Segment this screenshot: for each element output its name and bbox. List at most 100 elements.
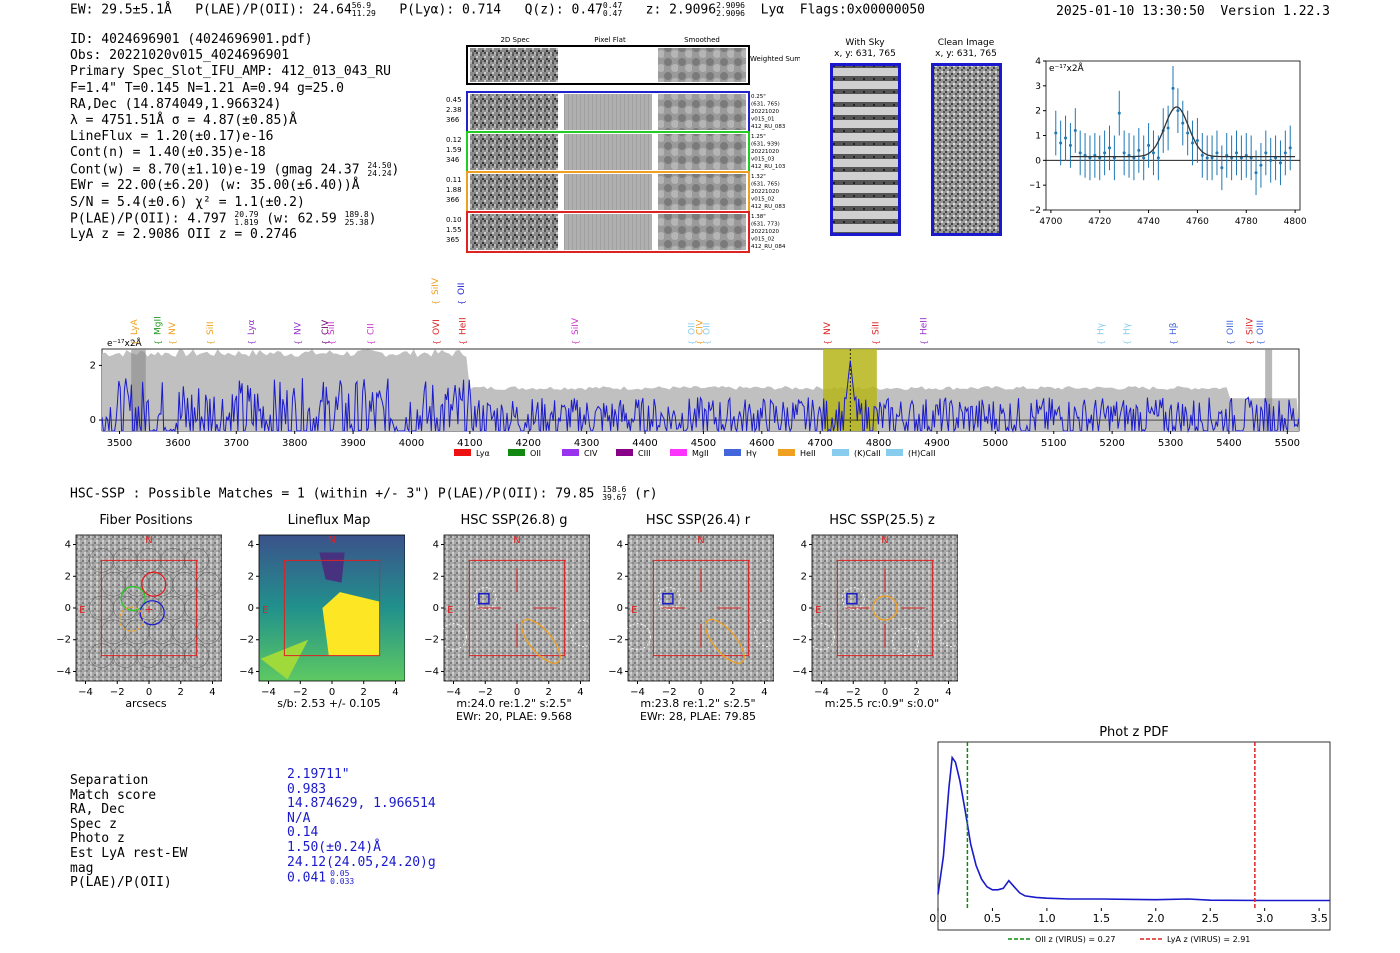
thumb-title: HSC SSP(26.8) g: [460, 513, 568, 528]
thumb-ytick-label: −4: [56, 666, 71, 677]
spectrum-xtick-label: 3500: [107, 438, 132, 449]
thumb-north-label: N: [328, 535, 335, 546]
spectrum-legend-label: (K)CaII: [854, 449, 881, 458]
cutout-col-smooth: Smoothed: [684, 36, 720, 44]
spectrum-line-marker: SiII: [327, 321, 337, 335]
spectrum-xtick-label: 3900: [340, 438, 365, 449]
spectrum-xtick-label: 4200: [516, 438, 541, 449]
thumb-fiber: N E + −4 −2 0 2 4 4 2 0 −2 −4: [56, 534, 222, 698]
header-flags: Flags:0x00000050: [799, 2, 926, 18]
match-plae-hi: 0.05: [330, 869, 350, 879]
spectrum-legend-label: MgII: [692, 449, 709, 458]
zoom-xtick-label: 4720: [1088, 217, 1111, 227]
spectrum-line-marker-brace: {: [294, 340, 303, 345]
header-plae-label: P(LAE)/P(OII):: [195, 2, 305, 18]
info-primary: Primary Spec_Slot_IFU_AMP: 412_013_043_R…: [70, 64, 391, 80]
thumb-north-label: N: [513, 535, 520, 546]
spectrum-line-marker-brace: {: [1096, 340, 1105, 345]
spectrum-legend-swatch: [508, 449, 525, 456]
cutout-panel: 2D Spec Pixel Flat Smoothed Weighted Sum: [446, 36, 800, 253]
cutout-left-label: 2.38: [446, 106, 462, 114]
zoom-ytick-label: 2: [1035, 107, 1041, 117]
spectrum-legend-label: OII: [530, 449, 541, 458]
fiber-circle: [184, 548, 209, 573]
spectrum-line-marker: Hγ: [1096, 322, 1106, 335]
zoom-point: [1068, 143, 1072, 147]
spectrum-line-marker-brace: {: [130, 340, 139, 345]
info-radec: RA,Dec (14.874049,1.966324): [70, 96, 282, 112]
header-line: Lyα: [760, 2, 785, 18]
cutout-left-label: 0.11: [446, 176, 462, 184]
header-qz-hi: 0.47: [602, 1, 623, 10]
spectrum-legend-swatch: [670, 449, 687, 456]
cutout-right-label: v015_02: [751, 237, 775, 243]
match-label: Photo z: [70, 831, 125, 847]
match-value: N/A: [287, 810, 311, 826]
cutout-flat: [564, 214, 652, 250]
spectrum-legend-label: CIII: [638, 449, 651, 458]
match-value: 1.50(±0.24)Å: [287, 839, 381, 855]
hsc-hi: 158.6: [602, 485, 627, 494]
thumb-ytick-label: −4: [239, 666, 254, 677]
thumb-ytick-label: 0: [65, 603, 71, 614]
thumb-ytick-label: 2: [248, 571, 254, 582]
header-datetime: 2025-01-10 13:30:50: [1056, 4, 1205, 19]
spectrum-line-marker: NV: [823, 321, 833, 335]
info-plae-w: (w: 62.59: [266, 211, 337, 227]
spectrum-line-marker-brace: {: [872, 340, 881, 345]
thumb-xtick-label: −4: [78, 687, 93, 698]
spectrum-xtick-label: 3800: [282, 438, 307, 449]
thumb-neighbor: [938, 619, 958, 647]
zoom-point: [1156, 156, 1160, 160]
zoom-ytick-label: −1: [1030, 181, 1041, 191]
thumb-xtick-label: 4: [577, 687, 583, 698]
cutout-row: 0.11 1.88 366 1.32" (631, 765)20221020 v015_0…: [446, 171, 786, 213]
info-contw-text: Cont(w) = 8.70(±1.10)e-19 (gmag 24.37: [70, 162, 360, 178]
thumb-caption: m:24.0 re:1.2" s:2.5": [456, 697, 572, 710]
spectrum-flux-line: [101, 360, 1300, 433]
cutout-left-label: 1.59: [446, 146, 462, 154]
cutout-2d: [470, 94, 558, 130]
header-version: Version 1.22.3: [1220, 4, 1330, 19]
thumb-match-ellipse: [704, 618, 745, 664]
header-z-hi: 2.9096: [716, 1, 745, 10]
spectrum-line-marker: CIV: [321, 319, 331, 335]
flux-peak-region: [322, 592, 380, 656]
header-right: 2025-01-10 13:30:50 Version 1.22.3: [1056, 4, 1330, 19]
thumb-ytick-label: −2: [424, 635, 439, 646]
zoom-point: [1195, 138, 1199, 142]
spectrum-xtick-label: 4000: [399, 438, 424, 449]
cutout-left-label: 0.12: [446, 136, 462, 144]
cutout-right-label: 412_RU_084: [751, 244, 786, 250]
info-obs: Obs: 20221020v015_4024696901: [70, 48, 290, 64]
cutout-right-label: (631, 939): [751, 142, 780, 148]
spectrum-xtick-label: 5000: [983, 438, 1008, 449]
photz-xtick-label: 1.0: [1038, 912, 1056, 925]
cutout-row-frame: [466, 211, 750, 253]
cutout-left-label: 365: [446, 236, 459, 244]
spectrum-line-marker-brace: {: [457, 300, 466, 305]
cutout-left-label: 0.10: [446, 216, 462, 224]
spectrum-line-marker: SiII: [872, 321, 882, 335]
spectrum-xtick-label: 5300: [1158, 438, 1183, 449]
spectrum-line-marker: OIII: [1256, 320, 1266, 335]
spectrum-line-marker-brace: {: [1226, 340, 1235, 345]
thumb-neighbor: [657, 587, 681, 610]
hsc-band: (r): [634, 486, 658, 502]
cutout-left-label: 366: [446, 116, 460, 124]
zoom-point: [1200, 153, 1204, 157]
thumb-caption: EWr: 28, PLAE: 79.85: [639, 710, 757, 723]
thumb-xtick-label: 4: [209, 687, 215, 698]
spectrum-line-marker-brace: {: [168, 340, 177, 345]
fiber-center-cross: +: [144, 603, 153, 616]
cutout-2d: [470, 134, 558, 170]
cutout-right-label: 20221020: [751, 109, 779, 115]
thumb-east-label: E: [631, 605, 637, 616]
cutout-2d: [470, 214, 558, 250]
thumb-ytick-label: −4: [792, 666, 807, 677]
thumb-caption: s/b: 2.53 +/- 0.105: [277, 697, 381, 710]
thumb-neighbor: [624, 623, 651, 650]
cutout-right-label: (631, 773): [751, 222, 780, 228]
thumb-xtick-label: −4: [630, 687, 645, 698]
thumb-source-box: [478, 592, 490, 605]
